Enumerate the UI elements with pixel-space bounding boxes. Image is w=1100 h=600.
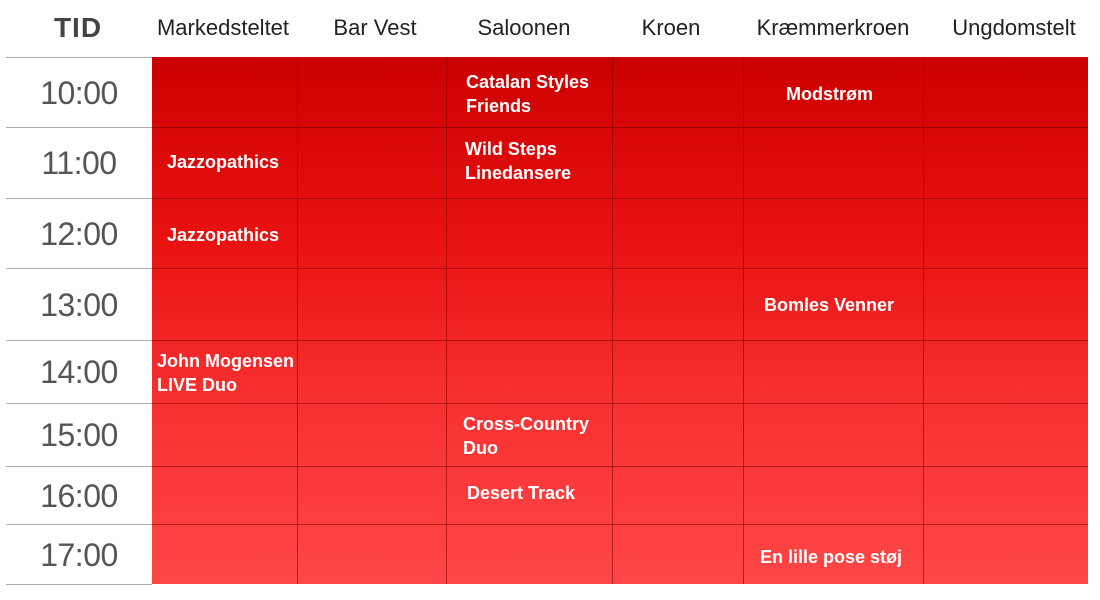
column-divider	[923, 57, 924, 584]
row-divider	[152, 268, 1088, 269]
time-slot: 11:00	[6, 127, 152, 199]
time-slot: 13:00	[6, 268, 152, 341]
stage-header-kraemmerkroen: Kræmmerkroen	[756, 15, 910, 40]
event-desert-track[interactable]: Desert Track	[467, 483, 576, 503]
event-bomles-venner[interactable]: Bomles Venner	[764, 295, 895, 315]
event-john-mogensen-live-duo[interactable]: John Mogensen LIVE Duo	[157, 351, 295, 395]
time-slot: 10:00	[6, 57, 152, 128]
time-column-bottom-divider	[6, 584, 152, 585]
schedule-grid	[152, 57, 1088, 584]
event-cross-country-duo[interactable]: Cross-Country Duo	[463, 414, 590, 458]
stage-header-saloonen: Saloonen	[477, 15, 571, 40]
time-slot: 16:00	[6, 466, 152, 525]
column-divider	[612, 57, 613, 584]
event-jazzopathics-1100[interactable]: Jazzopathics	[167, 152, 280, 172]
row-divider	[152, 127, 1088, 128]
time-slot: 17:00	[6, 524, 152, 585]
stage-header-markedsteltet: Markedsteltet	[156, 15, 290, 40]
event-wild-steps-linedansere[interactable]: Wild Steps Linedansere	[465, 139, 572, 183]
row-divider	[152, 466, 1088, 467]
event-en-lille-pose-stoj[interactable]: En lille pose støj	[760, 547, 903, 567]
stage-header-ungdomstelt: Ungdomstelt	[952, 15, 1076, 40]
column-divider	[297, 57, 298, 584]
time-slot: 14:00	[6, 340, 152, 404]
event-modstrom[interactable]: Modstrøm	[786, 84, 873, 104]
stage-header-bar-vest: Bar Vest	[333, 15, 417, 40]
time-slot: 15:00	[6, 403, 152, 467]
event-catalan-styles-friends[interactable]: Catalan Styles Friends	[466, 72, 590, 116]
column-divider	[743, 57, 744, 584]
time-column-header: TID	[53, 12, 103, 43]
row-divider	[152, 198, 1088, 199]
event-jazzopathics-1200[interactable]: Jazzopathics	[167, 225, 280, 245]
time-slot: 12:00	[6, 198, 152, 269]
stage-header-kroen: Kroen	[641, 15, 701, 40]
column-divider	[446, 57, 447, 584]
row-divider	[152, 403, 1088, 404]
row-divider	[152, 340, 1088, 341]
row-divider	[152, 524, 1088, 525]
